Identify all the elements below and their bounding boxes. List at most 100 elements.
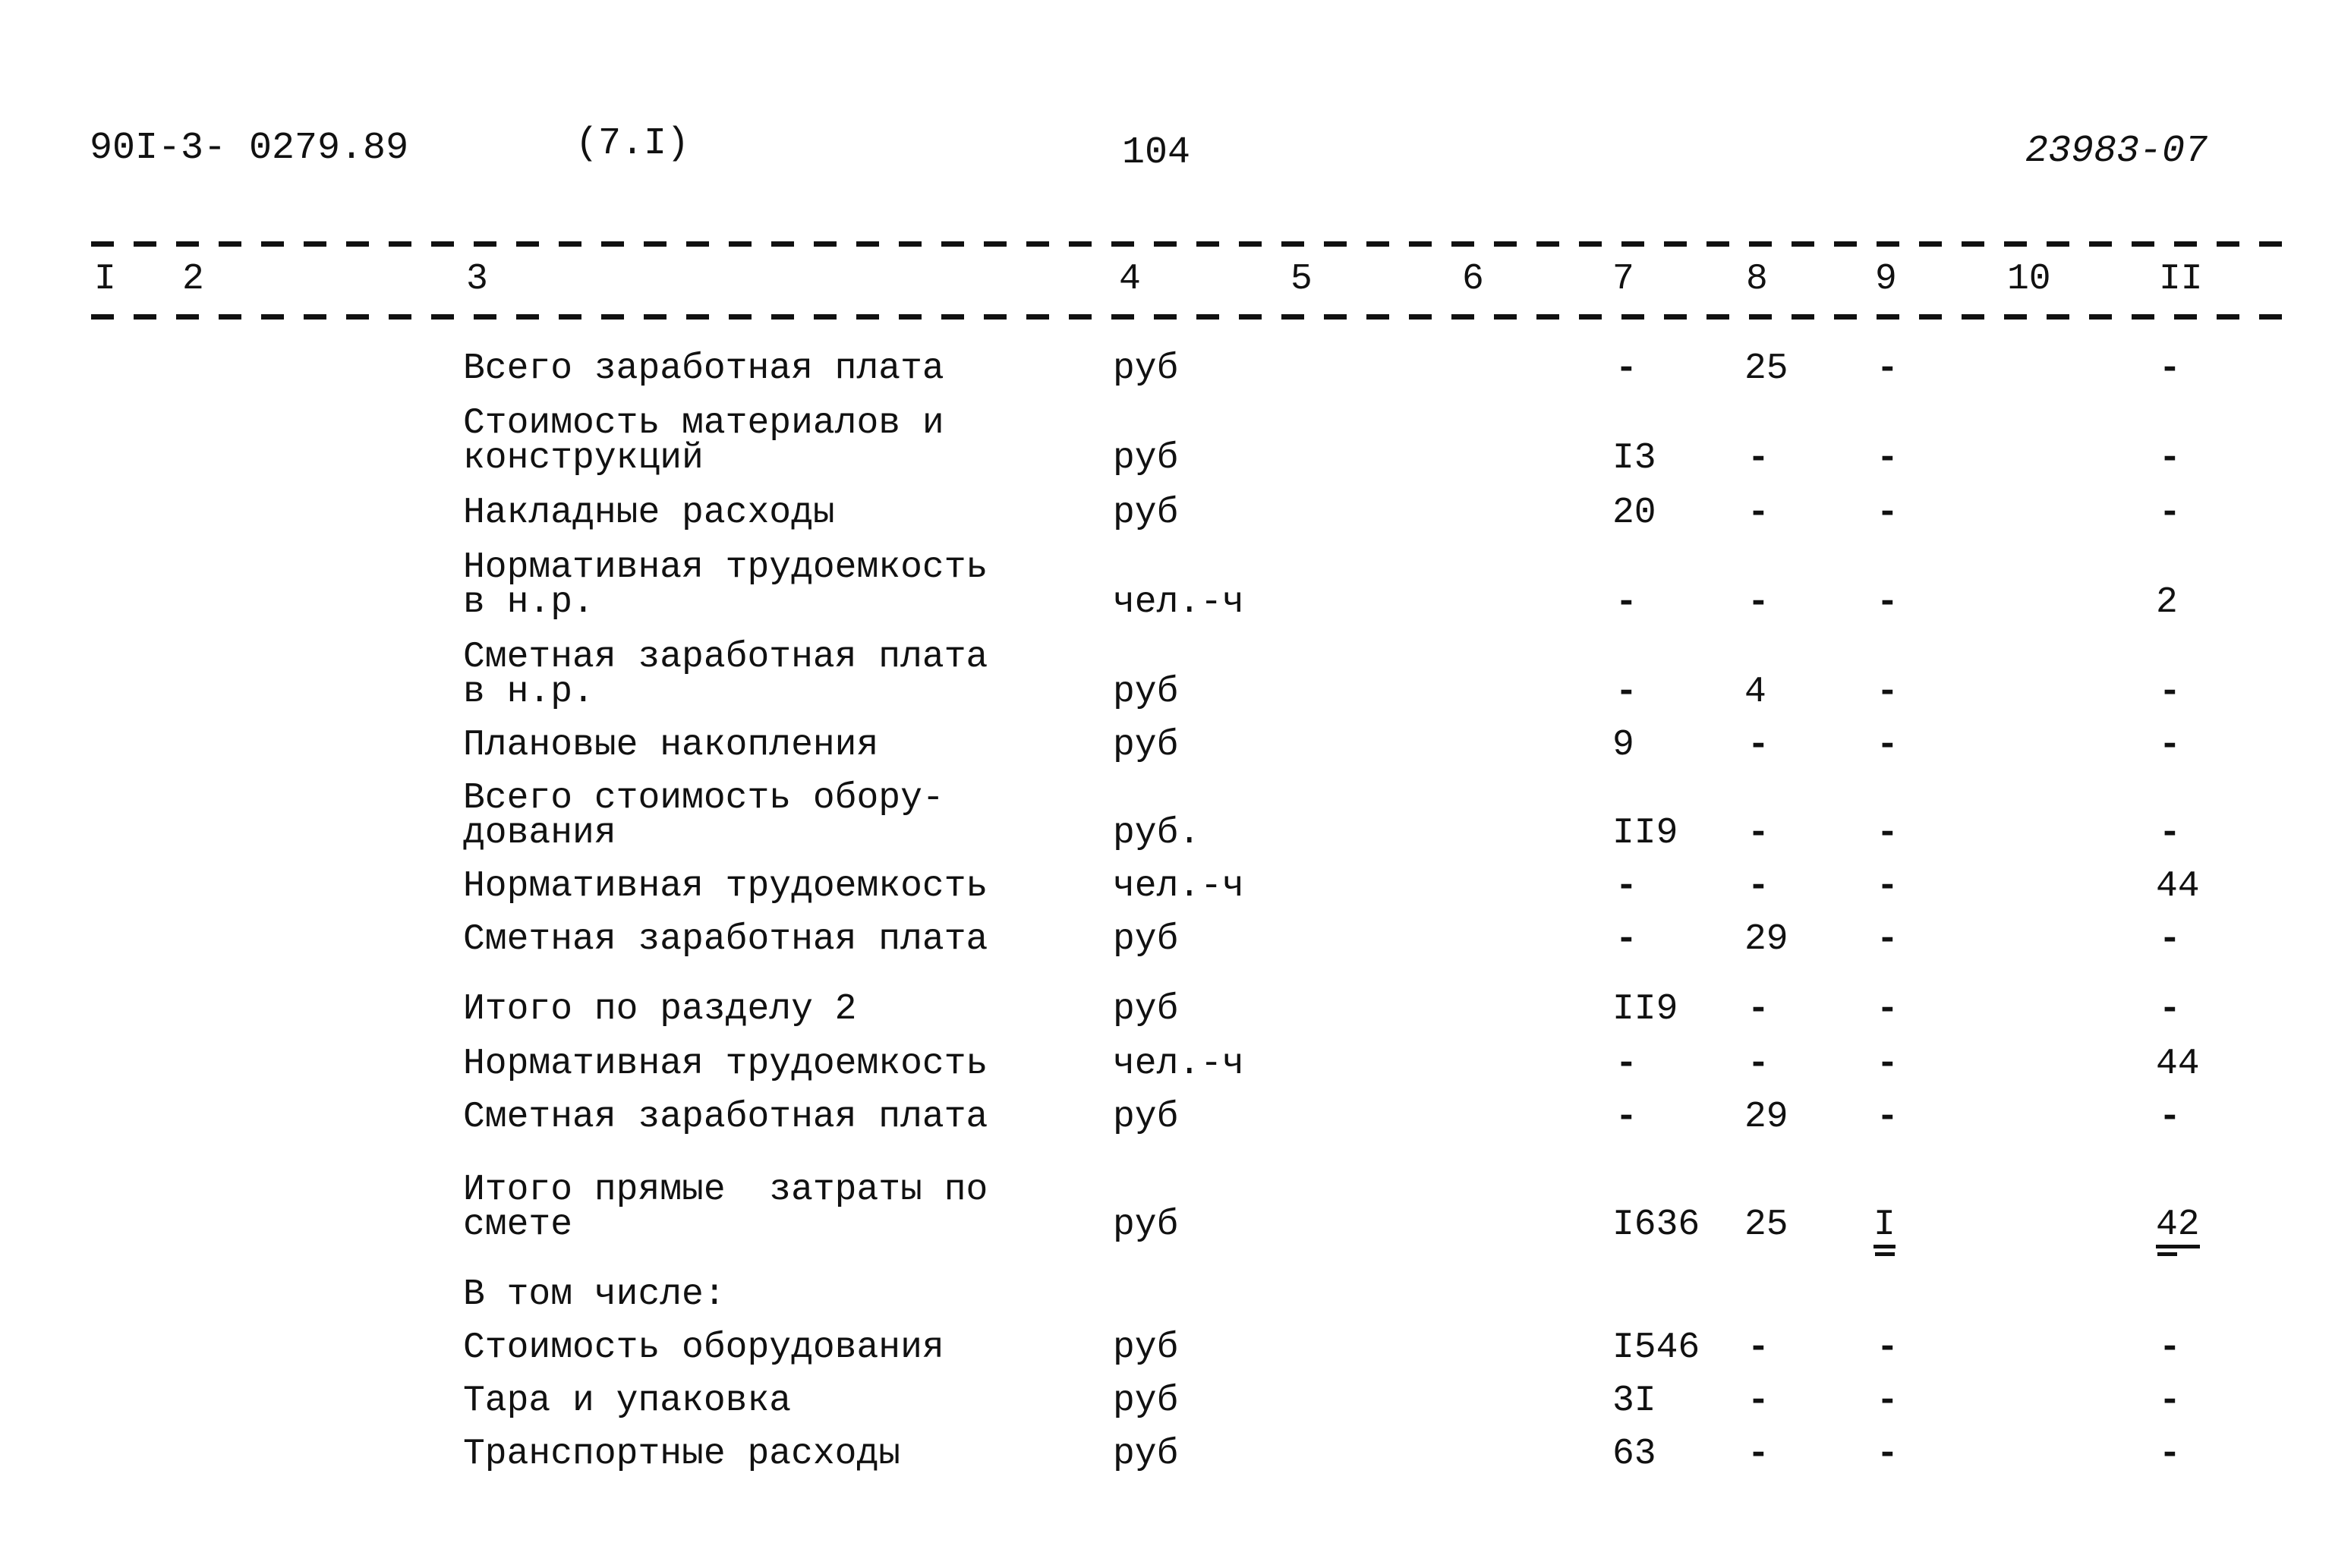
value-cell-c7: I636 xyxy=(1612,1204,1700,1245)
column-header-9: 9 xyxy=(1875,259,1897,300)
section-number: (7.I) xyxy=(575,122,690,165)
value-cell-c9: - xyxy=(1877,1097,1899,1138)
column-header-7: 7 xyxy=(1612,259,1634,300)
value-cell-c11: 44 xyxy=(2156,1044,2200,1085)
unit-cell: руб xyxy=(1113,493,1179,534)
value-cell-c9: - xyxy=(1877,866,1899,907)
value-cell-c11: - xyxy=(2159,672,2181,713)
value-cell-c8: - xyxy=(1747,725,1769,766)
row-label: Нормативная трудоемкость xyxy=(463,1044,988,1085)
value-cell-c11: - xyxy=(2159,989,2181,1030)
value-cell-c8: 29 xyxy=(1744,919,1788,960)
value-cell-c9: - xyxy=(1877,813,1899,854)
value-cell-c9: - xyxy=(1877,348,1899,389)
unit-cell: руб xyxy=(1113,438,1179,479)
unit-cell: руб xyxy=(1113,1327,1179,1368)
row-label: дования xyxy=(463,813,616,854)
value-cell-c8: - xyxy=(1747,493,1769,534)
unit-cell: чел.-ч xyxy=(1113,1044,1244,1085)
row-label: Нормативная трудоемкость xyxy=(463,547,988,588)
value-cell-c7: II9 xyxy=(1612,989,1678,1030)
row-label: конструкций xyxy=(463,438,704,479)
row-label: Итого по разделу 2 xyxy=(463,989,857,1030)
value-cell-c7: 3I xyxy=(1612,1381,1656,1422)
value-cell-c8: - xyxy=(1747,438,1769,479)
value-cell-c8: - xyxy=(1747,866,1769,907)
value-cell-c7: I3 xyxy=(1612,438,1656,479)
row-label: В том числе: xyxy=(463,1274,726,1315)
column-header-1: I xyxy=(94,259,116,300)
row-label: Тара и упаковка xyxy=(463,1381,792,1422)
value-cell-c9: - xyxy=(1877,989,1899,1030)
value-cell-c9: I xyxy=(1873,1207,1896,1248)
column-header-8: 8 xyxy=(1746,259,1768,300)
value-cell-c9: - xyxy=(1877,582,1899,623)
row-label: Сметная заработная плата xyxy=(463,919,988,960)
unit-cell: руб xyxy=(1113,989,1179,1030)
double-underline-mark xyxy=(1875,1252,1895,1256)
value-cell-c11: 2 xyxy=(2156,582,2178,623)
row-label: Стоимость оборудования xyxy=(463,1327,944,1368)
value-cell-c7: I546 xyxy=(1612,1327,1700,1368)
value-cell-c9: - xyxy=(1877,725,1899,766)
row-label: Нормативная трудоемкость xyxy=(463,866,988,907)
value-cell-c7: 9 xyxy=(1612,725,1634,766)
row-label: Итого прямые затраты по xyxy=(463,1170,988,1211)
unit-cell: руб xyxy=(1113,725,1179,766)
value-cell-c7: II9 xyxy=(1612,813,1678,854)
value-cell-c9: - xyxy=(1877,1044,1899,1085)
row-label: Всего стоимость обору- xyxy=(463,778,944,819)
unit-cell: чел.-ч xyxy=(1113,582,1244,623)
value-cell-c8: 29 xyxy=(1744,1097,1788,1138)
value-cell-c8: 25 xyxy=(1744,348,1788,389)
value-cell-c8: - xyxy=(1747,1434,1769,1475)
unit-cell: руб xyxy=(1113,919,1179,960)
document-code: 90I-3- 0279.89 xyxy=(90,127,409,170)
unit-cell: руб. xyxy=(1113,813,1201,854)
value-cell-c7: 20 xyxy=(1612,493,1656,534)
row-label: Плановые накопления xyxy=(463,725,879,766)
value-cell-c8: - xyxy=(1747,1381,1769,1422)
value-cell-c11: - xyxy=(2159,1097,2181,1138)
column-header-3: 3 xyxy=(466,259,488,300)
value-cell-c11: - xyxy=(2159,493,2181,534)
value-cell-c7: - xyxy=(1615,866,1637,907)
table-top-rule xyxy=(91,241,2293,247)
value-cell-c7: - xyxy=(1615,919,1637,960)
column-header-11: II xyxy=(2159,259,2203,300)
value-cell-c7: - xyxy=(1615,1097,1637,1138)
value-cell-c11: - xyxy=(2159,348,2181,389)
value-cell-c11: - xyxy=(2159,813,2181,854)
value-cell-c11: - xyxy=(2159,919,2181,960)
value-cell-c7: - xyxy=(1615,672,1637,713)
inventory-number: 23983-07 xyxy=(2025,130,2208,173)
value-cell-c9: - xyxy=(1877,1327,1899,1368)
value-cell-c8: - xyxy=(1747,1327,1769,1368)
value-cell-c8: - xyxy=(1747,989,1769,1030)
row-label: в н.р. xyxy=(463,582,594,623)
row-label: Сметная заработная плата xyxy=(463,637,988,678)
value-cell-c11: - xyxy=(2159,1327,2181,1368)
value-cell-c11: - xyxy=(2159,1434,2181,1475)
row-label: Сметная заработная плата xyxy=(463,1097,988,1138)
value-cell-c11: - xyxy=(2159,1381,2181,1422)
unit-cell: руб xyxy=(1113,348,1179,389)
value-cell-c7: - xyxy=(1615,582,1637,623)
value-cell-c11: 42 xyxy=(2156,1207,2200,1248)
unit-cell: руб xyxy=(1113,1434,1179,1475)
value-cell-c7: - xyxy=(1615,348,1637,389)
double-underline-mark xyxy=(2157,1252,2177,1256)
column-header-10: 10 xyxy=(2007,259,2051,300)
row-label: Всего заработная плата xyxy=(463,348,944,389)
row-label: Транспортные расходы xyxy=(463,1434,901,1475)
value-cell-c9: - xyxy=(1877,1381,1899,1422)
table-header-rule xyxy=(91,314,2293,320)
column-header-5: 5 xyxy=(1290,259,1313,300)
unit-cell: руб xyxy=(1113,1204,1179,1245)
column-header-6: 6 xyxy=(1462,259,1484,300)
column-header-2: 2 xyxy=(182,259,204,300)
column-header-4: 4 xyxy=(1119,259,1141,300)
value-cell-c11: - xyxy=(2159,438,2181,479)
value-cell-c9: - xyxy=(1877,672,1899,713)
value-cell-c9: - xyxy=(1877,493,1899,534)
